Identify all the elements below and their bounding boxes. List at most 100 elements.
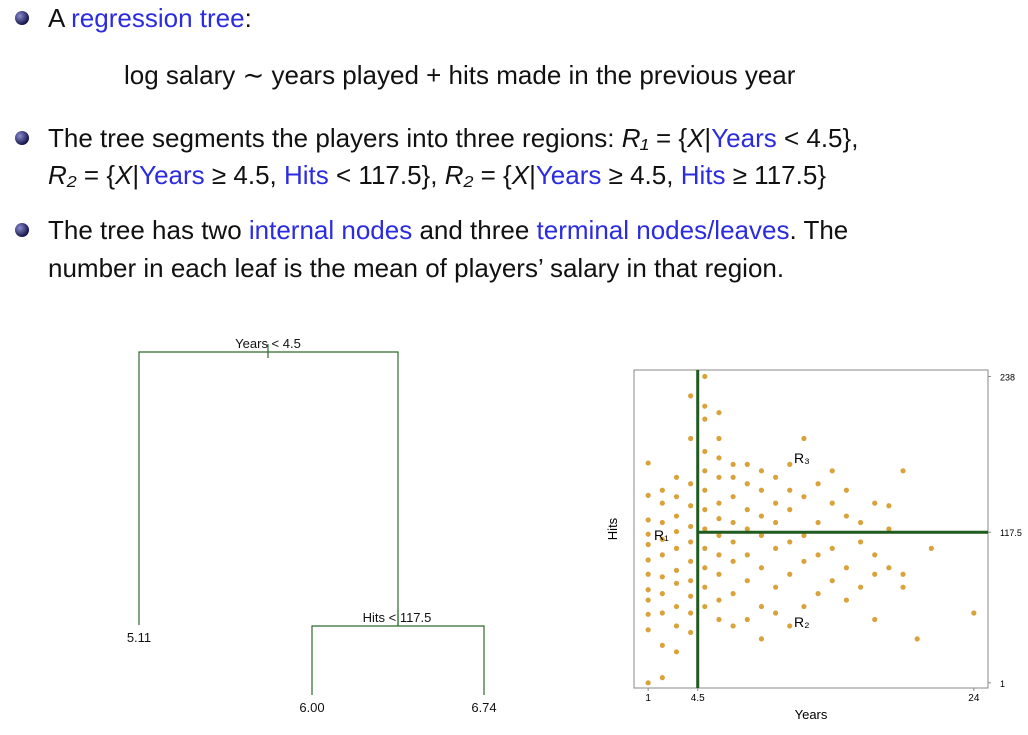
point bbox=[787, 623, 793, 629]
point bbox=[702, 403, 708, 409]
point bbox=[758, 565, 765, 571]
point bbox=[645, 531, 651, 537]
point bbox=[645, 680, 651, 686]
point bbox=[872, 571, 878, 577]
point bbox=[730, 461, 736, 467]
y-tick-label: 1 bbox=[1000, 679, 1005, 689]
point bbox=[659, 552, 665, 558]
tree-leaf: 5.11 bbox=[127, 630, 151, 645]
point bbox=[801, 532, 807, 539]
point bbox=[857, 584, 864, 590]
point bbox=[645, 460, 651, 466]
point bbox=[801, 558, 807, 564]
point bbox=[872, 552, 878, 558]
text: . The bbox=[789, 215, 849, 245]
point bbox=[659, 519, 665, 526]
point bbox=[787, 487, 793, 493]
point bbox=[716, 552, 722, 558]
tree-node-label: Hits < 117.5 bbox=[363, 610, 432, 625]
text: A bbox=[48, 3, 72, 33]
point bbox=[886, 526, 892, 532]
point bbox=[673, 545, 680, 551]
point bbox=[730, 474, 736, 480]
point bbox=[702, 526, 708, 532]
point bbox=[645, 611, 651, 617]
y-axis-label: Hits bbox=[605, 517, 620, 540]
math: < 4.5}, bbox=[776, 123, 859, 153]
tree-edge bbox=[138, 351, 399, 626]
math: X bbox=[511, 160, 530, 190]
math: ≥ 4.5, bbox=[601, 160, 681, 190]
point bbox=[758, 487, 765, 493]
x-tick-label: 1 bbox=[645, 693, 651, 704]
point bbox=[829, 578, 835, 584]
point bbox=[716, 616, 722, 623]
point bbox=[758, 468, 765, 474]
point bbox=[659, 536, 665, 542]
point bbox=[688, 629, 694, 636]
point bbox=[801, 494, 807, 500]
point bbox=[744, 461, 750, 467]
point bbox=[645, 587, 651, 593]
plot-frame bbox=[633, 369, 989, 689]
point bbox=[702, 416, 708, 422]
point bbox=[645, 492, 651, 498]
point bbox=[886, 565, 892, 571]
point bbox=[758, 603, 765, 610]
term: Hits bbox=[284, 160, 329, 190]
math: | bbox=[132, 160, 140, 190]
point bbox=[730, 519, 736, 526]
point bbox=[673, 580, 680, 586]
point bbox=[645, 597, 651, 603]
point bbox=[702, 603, 708, 610]
math: = { bbox=[76, 160, 116, 190]
text: The tree segments the players into three… bbox=[48, 123, 622, 153]
point bbox=[900, 584, 906, 590]
point bbox=[645, 627, 651, 633]
point bbox=[688, 578, 694, 584]
point bbox=[702, 448, 708, 455]
point bbox=[673, 474, 680, 480]
point bbox=[730, 494, 736, 500]
x-tick-label: 4.5 bbox=[691, 693, 705, 704]
math: < 117.5}, bbox=[328, 160, 445, 190]
point bbox=[872, 616, 878, 623]
point bbox=[801, 603, 807, 610]
point bbox=[688, 393, 694, 399]
term: internal nodes bbox=[248, 215, 413, 245]
point bbox=[673, 649, 680, 655]
point bbox=[716, 455, 722, 461]
point bbox=[773, 500, 779, 506]
text: The tree has two bbox=[48, 215, 249, 245]
point bbox=[716, 410, 722, 416]
point bbox=[716, 500, 722, 506]
bullet-text: The tree segments the players into three… bbox=[48, 123, 858, 153]
y-tick-label: 238 bbox=[1000, 372, 1015, 382]
point bbox=[744, 616, 750, 623]
point bbox=[716, 435, 722, 442]
point bbox=[716, 474, 722, 480]
point bbox=[773, 584, 779, 590]
math: = { bbox=[648, 123, 688, 153]
math: X bbox=[687, 123, 705, 153]
point bbox=[900, 468, 906, 474]
point bbox=[673, 623, 680, 629]
point bbox=[815, 481, 821, 487]
point bbox=[673, 494, 680, 500]
term: Years bbox=[139, 160, 205, 190]
point bbox=[843, 513, 850, 519]
math: | bbox=[704, 123, 712, 153]
term: Hits bbox=[680, 160, 726, 190]
point bbox=[688, 503, 694, 509]
point bbox=[773, 545, 779, 551]
point bbox=[758, 513, 765, 519]
point bbox=[659, 500, 665, 506]
point bbox=[688, 558, 694, 564]
point bbox=[787, 571, 793, 577]
tree-node-label: Years < 4.5 bbox=[235, 336, 301, 351]
math: | bbox=[529, 160, 536, 190]
point bbox=[645, 571, 651, 577]
point bbox=[801, 435, 807, 442]
point bbox=[843, 487, 850, 493]
